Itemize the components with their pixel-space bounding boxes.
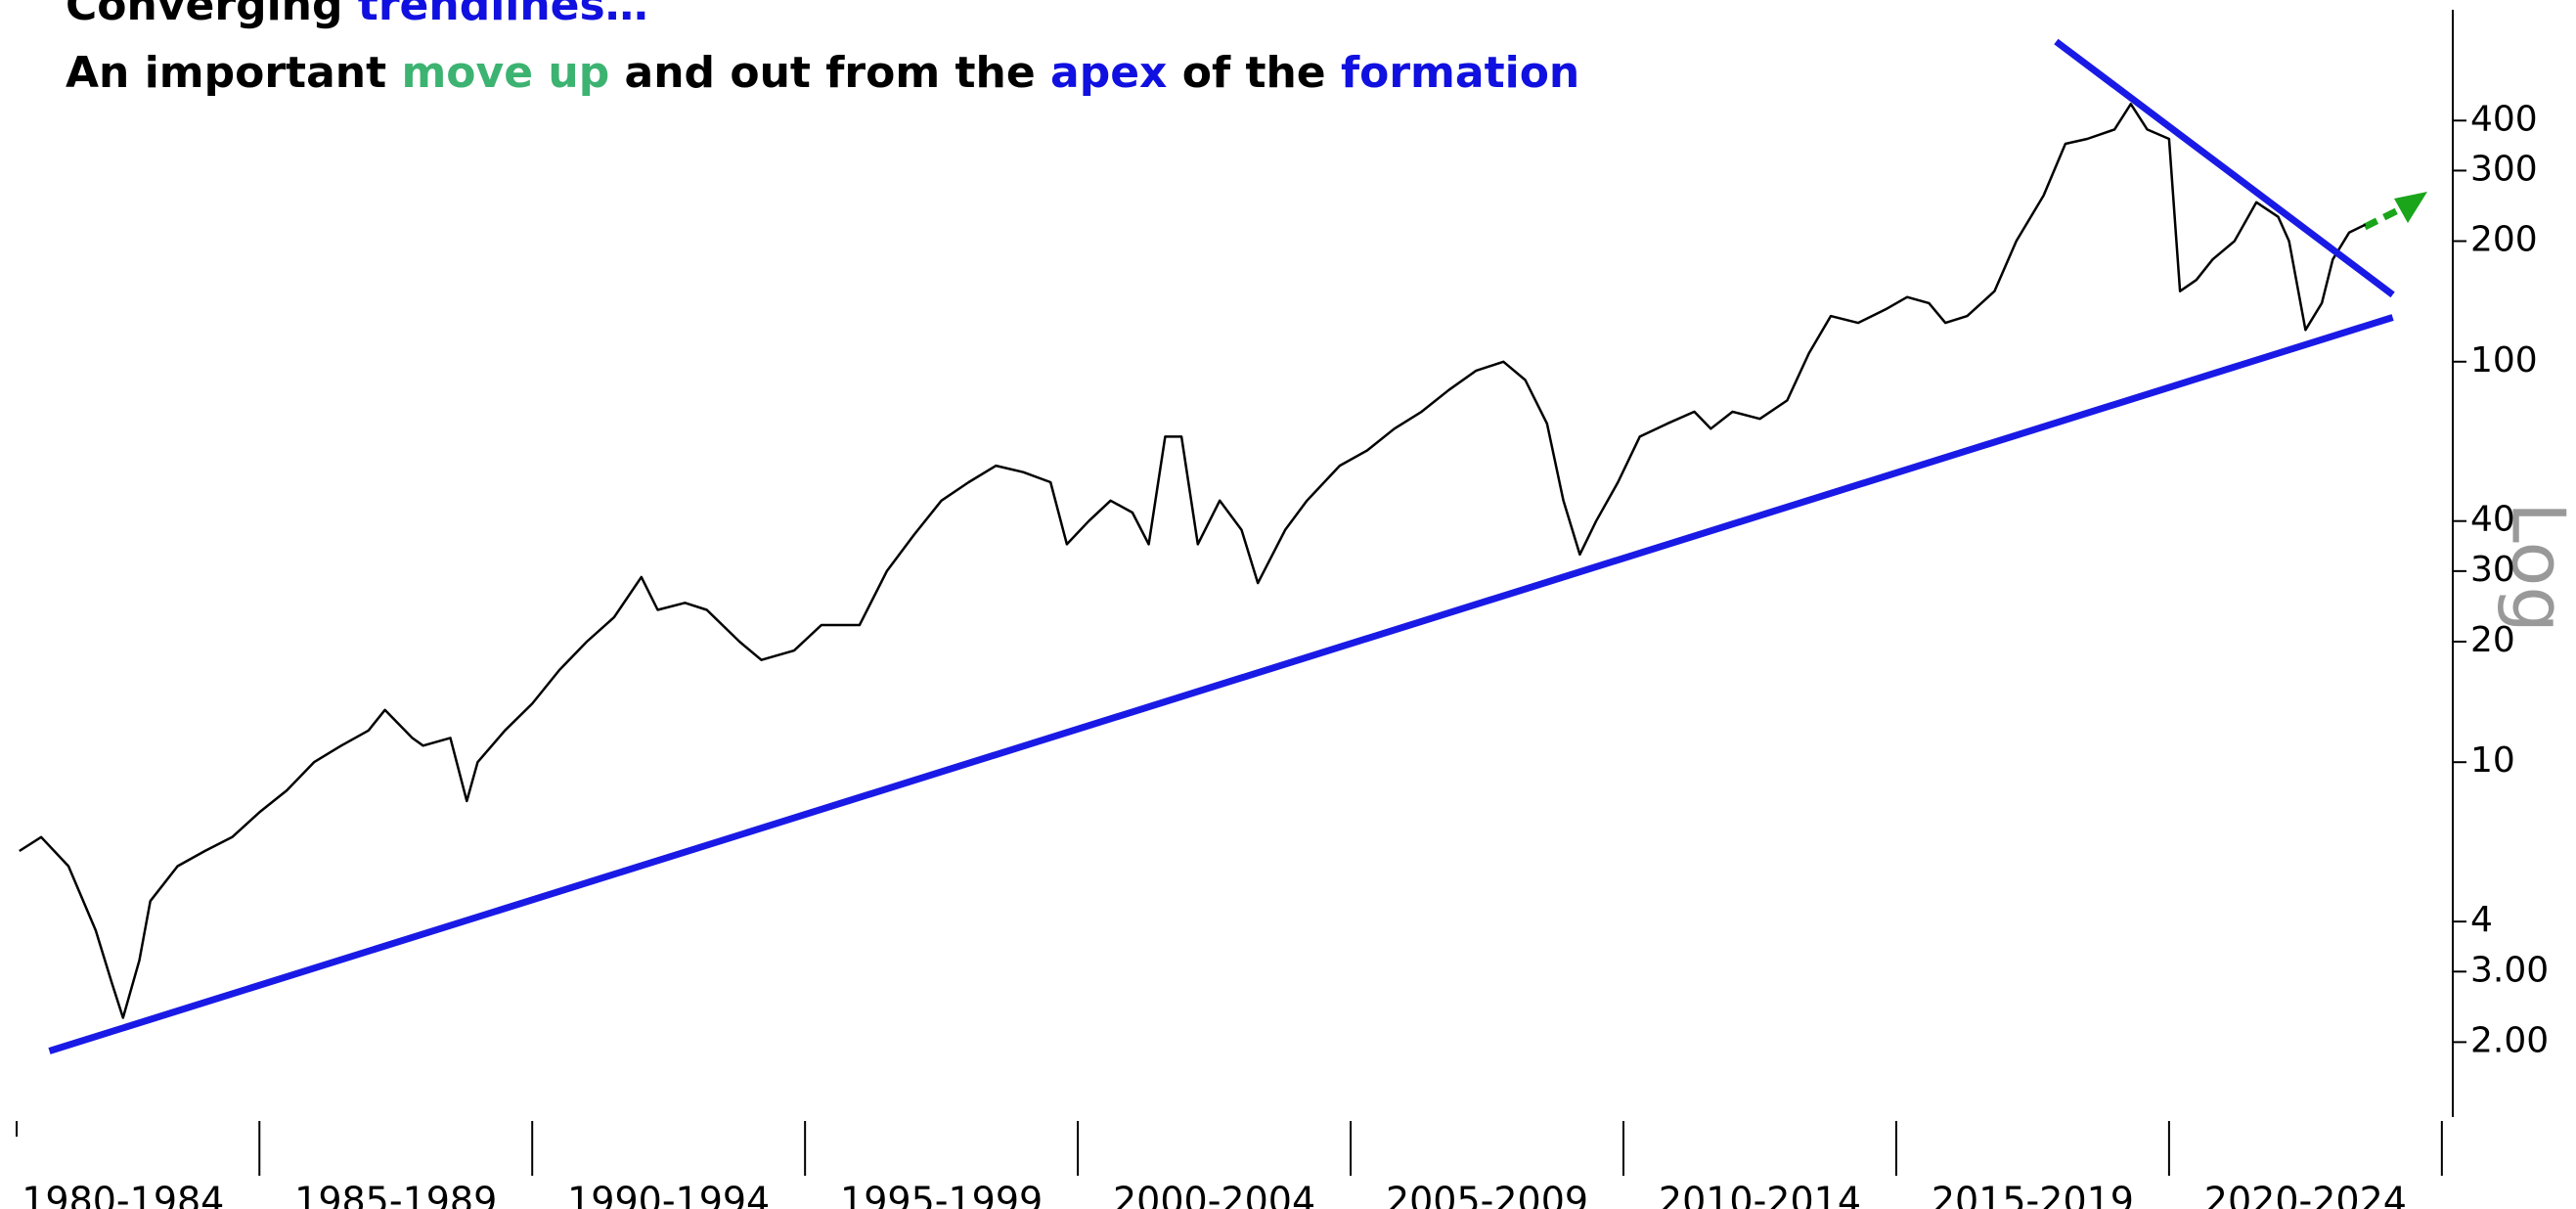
x-tick-label: 1990-1994: [567, 1180, 770, 1209]
x-tick-label: 1985-1989: [294, 1180, 497, 1209]
y-tick-label: 2.00: [2470, 1020, 2549, 1060]
title-segment: and out from the: [609, 48, 1050, 98]
y-tick-label: 40: [2470, 500, 2515, 540]
x-tick-label: 2010-2014: [1659, 1180, 1861, 1209]
breakout-arrow: [2363, 192, 2427, 231]
y-tick-label: 10: [2470, 740, 2515, 781]
y-tick-label: 100: [2470, 340, 2538, 381]
x-tick-label: 2020-2024: [2204, 1180, 2407, 1209]
y-tick-label: 20: [2470, 620, 2515, 660]
x-tick-label: 2015-2019: [1932, 1180, 2134, 1209]
trendline: [2054, 38, 2395, 298]
title-segment: trendlines…: [358, 0, 648, 30]
trendline: [48, 314, 2394, 1054]
title-segment: move up: [401, 48, 609, 98]
x-tick-label: 1995-1999: [840, 1180, 1043, 1209]
y-tick-label: 3.00: [2470, 950, 2549, 990]
y-tick-label: 4: [2470, 900, 2493, 940]
y-tick-label: 30: [2470, 550, 2515, 590]
y-tick-label: 400: [2470, 99, 2538, 139]
title-segment: apex: [1050, 48, 1167, 98]
title-line: An important move up and out from the ap…: [66, 48, 1579, 98]
y-tick-label: 300: [2470, 149, 2538, 189]
title-segment: formation: [1341, 48, 1579, 98]
title-segment: An important: [66, 48, 401, 98]
log-label: Log: [2495, 502, 2576, 633]
y-tick-label: 200: [2470, 220, 2538, 260]
x-tick-label: 1980-1984: [22, 1180, 224, 1209]
price-line: [19, 103, 2367, 1019]
title-segment: Converging: [66, 0, 358, 30]
x-tick-label: 2000-2004: [1113, 1180, 1315, 1209]
x-tick-label: 2005-2009: [1386, 1180, 1588, 1209]
title-line: Converging trendlines…: [66, 0, 648, 30]
title-segment: of the: [1167, 48, 1341, 98]
